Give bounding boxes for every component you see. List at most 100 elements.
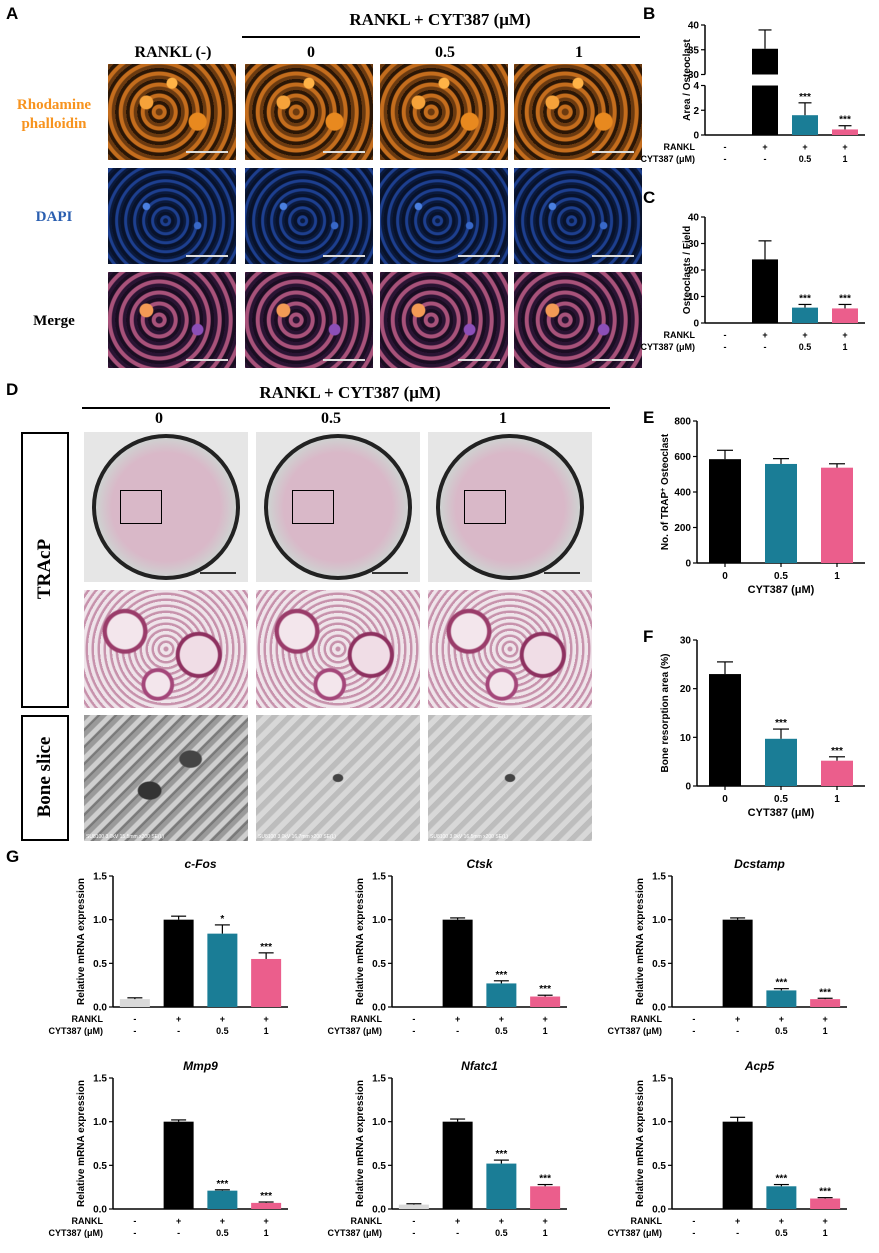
table-cell: - — [724, 342, 727, 352]
y-axis-label: Relative mRNA expression — [355, 1080, 366, 1207]
panel-d-header: RANKL + CYT387 (μM) — [259, 383, 441, 402]
y-tick-label: 0 — [693, 319, 699, 330]
bone-slice-sem-image-2: SU8100 3.0kV 16.5mm x200 SE(L) — [428, 715, 592, 841]
panel-letter-d: D — [6, 380, 19, 399]
sem-caption: SU8100 3.0kV 15.5mm x200 SE(L) — [86, 834, 165, 840]
table-cell: 1 — [823, 1026, 828, 1036]
table-cell: 0.5 — [775, 1026, 788, 1036]
scale-bar — [592, 359, 634, 361]
micrograph-dapi-0 — [108, 168, 236, 264]
panel-d-header-line — [82, 407, 610, 409]
x-axis-label: CYT387 (μM) — [748, 807, 815, 819]
micrograph-rhodamine-3 — [514, 64, 642, 160]
bar — [442, 1121, 473, 1209]
zoom-region-box — [464, 490, 506, 524]
panel-a-col-3: 1 — [575, 44, 583, 61]
table-cell: + — [263, 1216, 268, 1226]
y-tick-label: 0.5 — [93, 959, 107, 970]
chart-g6: 0.0 0.5 1.0 1.5 Relative mRNA expression Acp5… — [607, 1059, 847, 1238]
table-cell: - — [692, 1014, 695, 1024]
y-tick-label: 0.0 — [93, 1205, 107, 1216]
panel-a-header: RANKL + CYT387 (μM) — [349, 10, 531, 29]
table-cell: - — [692, 1216, 695, 1226]
table-cell: - — [456, 1228, 459, 1238]
significance-label: *** — [260, 1191, 272, 1202]
bar — [530, 1186, 561, 1209]
y-tick-label: 30 — [688, 239, 700, 250]
table-row-label: CYT387 (μM) — [607, 1228, 662, 1238]
table-cell: - — [133, 1014, 136, 1024]
micrograph-dapi-1 — [245, 168, 373, 264]
table-cell: - — [412, 1014, 415, 1024]
bar — [163, 919, 194, 1007]
scale-bar — [592, 255, 634, 257]
table-cell: + — [455, 1014, 460, 1024]
bone-slice-sem-image-0: SU8100 3.0kV 15.5mm x200 SE(L) — [84, 715, 248, 841]
table-row-label: RANKL — [351, 1014, 383, 1024]
table-row-label: CYT387 (μM) — [607, 1026, 662, 1036]
table-cell: - — [724, 142, 727, 152]
y-tick-label: 1.0 — [652, 915, 666, 926]
culture-well — [92, 434, 240, 580]
bar — [752, 259, 778, 323]
y-axis-label: Bone resorption area (%) — [660, 654, 671, 773]
table-row-label: RANKL — [631, 1014, 663, 1024]
table-cell: + — [779, 1216, 784, 1226]
scale-bar — [186, 255, 228, 257]
bar — [792, 307, 818, 323]
table-cell: - — [412, 1216, 415, 1226]
table-cell: + — [455, 1216, 460, 1226]
table-row-label: RANKL — [664, 142, 696, 152]
scale-bar — [186, 359, 228, 361]
y-tick-label: 1.5 — [372, 872, 386, 883]
chart-f: 0 10 20 30 Bone resorption area (%) *** *** 0 0.… — [660, 636, 865, 819]
significance-label: *** — [831, 746, 843, 757]
table-row-label: CYT387 (μM) — [48, 1228, 103, 1238]
bar — [765, 738, 797, 786]
y-tick-label: 0.5 — [652, 959, 666, 970]
y-tick-label: 40 — [688, 21, 700, 32]
scale-bar — [323, 255, 365, 257]
trap-zoom-image-1 — [256, 590, 420, 708]
chart-title: Nfatc1 — [461, 1059, 498, 1073]
y-tick-label: 1.0 — [652, 1117, 666, 1128]
scale-bar — [186, 151, 228, 153]
significance-label: *** — [799, 92, 811, 103]
table-cell: 0.5 — [799, 154, 812, 164]
bar — [709, 459, 741, 563]
panel-letter-e: E — [643, 408, 655, 427]
trap-zoom-image-0 — [84, 590, 248, 708]
y-axis-label: Relative mRNA expression — [355, 878, 366, 1005]
table-cell: + — [779, 1014, 784, 1024]
table-cell: - — [736, 1228, 739, 1238]
y-tick-label: 1.0 — [93, 1117, 107, 1128]
bar — [766, 990, 797, 1007]
bar — [722, 919, 753, 1007]
significance-label: *** — [799, 293, 811, 304]
bar — [207, 1190, 238, 1209]
chart-g5: 0.0 0.5 1.0 1.5 Relative mRNA expression Nfat… — [327, 1059, 567, 1238]
y-tick-label: 2 — [693, 106, 699, 117]
zoom-region-box — [292, 490, 334, 524]
table-row-label: CYT387 (μM) — [640, 342, 695, 352]
significance-label: *** — [539, 984, 551, 995]
significance-label: *** — [839, 293, 851, 304]
table-cell: 1 — [264, 1228, 269, 1238]
table-cell: 1 — [264, 1026, 269, 1036]
table-cell: 1 — [543, 1026, 548, 1036]
micrograph-merge-1 — [245, 272, 373, 368]
y-tick-label: 10 — [688, 292, 700, 303]
significance-label: *** — [819, 1187, 831, 1198]
panel-letter-c: C — [643, 188, 656, 207]
culture-well — [436, 434, 584, 580]
y-tick-label: 1.5 — [93, 1074, 107, 1085]
chart-title: Dcstamp — [734, 857, 785, 871]
table-cell: + — [842, 330, 847, 340]
panel-a-col-0: RANKL (-) — [134, 44, 212, 61]
panel-a-header-line — [242, 36, 640, 38]
chart-title: c-Fos — [184, 857, 216, 871]
y-tick-label: 0.0 — [93, 1003, 107, 1014]
y-tick-label: 20 — [688, 266, 700, 277]
micrograph-dapi-2 — [380, 168, 508, 264]
